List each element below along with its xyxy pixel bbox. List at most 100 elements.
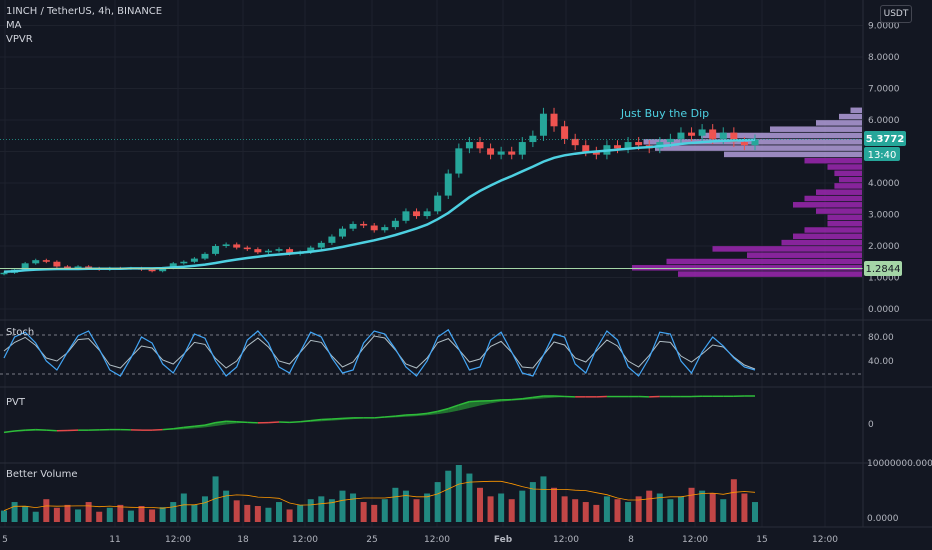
volume-bar <box>360 502 367 522</box>
candle-body <box>42 260 50 262</box>
indicator-vpvr-label[interactable]: VPVR <box>6 34 33 45</box>
vpvr-bar <box>839 113 862 120</box>
volume-bar <box>159 507 166 522</box>
vpvr-bar <box>793 233 862 240</box>
pvt-line-segment <box>152 428 163 431</box>
volume-bar <box>22 506 29 522</box>
pvt-line-segment <box>532 395 544 399</box>
volume-bar <box>677 496 684 522</box>
volume-bar <box>688 487 695 522</box>
vpvr-bar <box>804 157 862 164</box>
candlestick-series <box>0 107 759 276</box>
pvt-tick-label: 0 <box>868 420 874 430</box>
volume-bar <box>593 504 600 522</box>
volume-bar <box>286 509 293 522</box>
volume-bar <box>646 490 653 522</box>
volume-bar <box>180 493 187 522</box>
pvt-line-segment <box>321 418 332 421</box>
volume-bar <box>635 496 642 522</box>
indicator-ma-label[interactable]: MA <box>6 20 22 31</box>
volume-bar <box>582 502 589 522</box>
candle-body <box>719 132 727 139</box>
volume-bar <box>455 465 462 522</box>
volume-bar <box>667 499 674 522</box>
volume-bar <box>276 502 283 522</box>
candle-body <box>465 142 473 149</box>
volume-bar <box>297 504 304 522</box>
price-tick-label: 4.0000 <box>868 179 900 189</box>
candle-body <box>74 266 82 269</box>
price-tick-label: 2.0000 <box>868 242 900 252</box>
stoch-k-line <box>3 328 756 377</box>
vpvr-bar <box>850 107 862 114</box>
volume-profile <box>632 107 862 277</box>
volume-bar <box>170 502 177 522</box>
candle-body <box>624 142 632 149</box>
candle-body <box>455 148 463 174</box>
vpvr-bar <box>804 227 862 233</box>
candle-body <box>148 269 156 272</box>
volume-bar <box>75 509 82 522</box>
stoch-pane-label: Stoch <box>6 327 34 338</box>
chart-title: 1INCH / TetherUS, 4h, BINANCE <box>6 6 163 17</box>
volume-bar <box>371 504 378 522</box>
pvt-line-segment <box>448 404 460 410</box>
volume-bar <box>741 493 748 522</box>
pvt-line-segment <box>331 417 343 420</box>
volume-pane-label: Better Volume <box>6 469 78 480</box>
time-tick-label: 15 <box>756 535 767 545</box>
volume-bar <box>265 507 272 522</box>
pvt-line-segment <box>553 395 565 398</box>
time-axis[interactable]: 5 11 12:00 18 12:00 25 12:00 Feb 12:00 8 12:00 15 12… <box>2 535 838 545</box>
vpvr-bar <box>770 126 862 132</box>
candle-body <box>529 135 537 143</box>
pvt-line-segment <box>522 396 533 400</box>
candle-body <box>751 139 759 146</box>
vpvr-bar <box>724 151 862 158</box>
pvt-line-segment <box>490 399 502 402</box>
volume-bar <box>551 487 558 522</box>
candle-body <box>539 113 547 136</box>
candle-body <box>508 151 516 155</box>
candle-body <box>0 272 8 275</box>
time-tick-label: 12:00 <box>553 535 579 545</box>
volume-bar <box>318 496 325 522</box>
pvt-line-segment <box>35 428 47 431</box>
candle-body <box>222 244 230 246</box>
volume-bar <box>328 499 335 522</box>
candle-body <box>402 211 410 221</box>
pvt-line-segment <box>437 407 449 413</box>
candle-body <box>85 266 93 269</box>
volume-bar <box>614 499 621 522</box>
time-tick-label: Feb <box>494 535 513 545</box>
currency-button[interactable]: USDT <box>880 5 912 23</box>
vpvr-bar <box>678 271 862 277</box>
volume-bar <box>466 473 473 522</box>
candle-body <box>53 261 61 267</box>
annotation-text[interactable]: Just Buy the Dip <box>620 107 709 120</box>
volume-bar <box>127 510 134 522</box>
pvt-line-segment <box>289 421 301 424</box>
pvt-line-segment <box>416 412 428 416</box>
price-tick-label: 0.0000 <box>868 305 900 315</box>
volume-bar <box>424 493 431 522</box>
pvt-line-segment <box>458 400 470 406</box>
volume-bar <box>85 502 92 522</box>
grid-lines <box>0 0 863 527</box>
volume-bar <box>201 496 208 522</box>
candle-body <box>487 148 495 155</box>
vpvr-bar <box>666 258 862 265</box>
volume-bar <box>350 493 357 522</box>
volume-bar <box>752 502 758 522</box>
price-tick-label: 7.0000 <box>868 85 900 95</box>
candle-body <box>434 195 442 212</box>
vpvr-bar <box>701 132 862 139</box>
volume-bar <box>699 490 706 522</box>
volume-bar <box>223 490 230 522</box>
candle-body <box>571 138 579 146</box>
volume-bar <box>307 499 314 522</box>
candle-body <box>592 151 600 155</box>
candle-body <box>264 250 272 253</box>
pvt-line-segment <box>469 400 481 403</box>
